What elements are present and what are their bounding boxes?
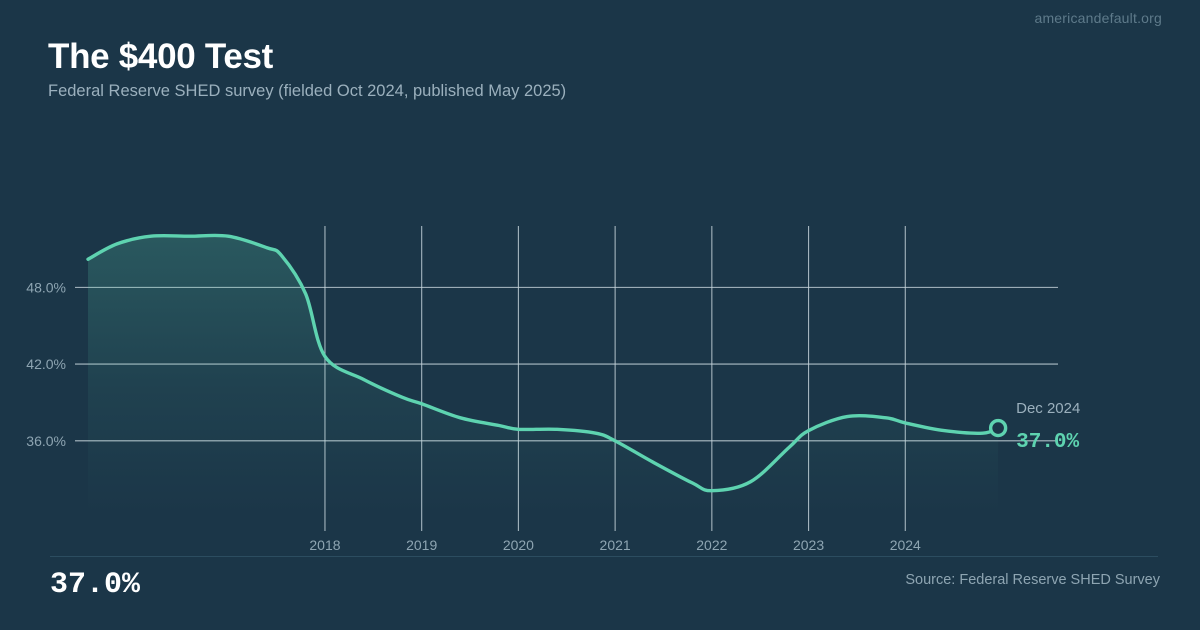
footer-headline-value: 37.0% bbox=[50, 568, 141, 602]
series-line bbox=[86, 233, 1000, 493]
x-axis-labels: 2018 2019 2020 2021 2022 2023 2024 bbox=[309, 537, 921, 553]
endpoint-date-label: Dec 2024 bbox=[1016, 400, 1080, 417]
endpoint-marker[interactable] bbox=[988, 418, 1008, 438]
y-axis-tick-label: 42.0% bbox=[26, 356, 66, 372]
x-axis-tick-label: 2018 bbox=[309, 537, 340, 553]
page-subtitle: Federal Reserve SHED survey (fielded Oct… bbox=[48, 81, 567, 100]
chart-header: The $400 Test Federal Reserve SHED surve… bbox=[48, 38, 688, 102]
x-axis-tick-label: 2022 bbox=[696, 537, 727, 553]
x-axis-tick-label: 2021 bbox=[600, 537, 631, 553]
y-axis-tick-label: 36.0% bbox=[26, 433, 66, 449]
x-axis-tick-label: 2024 bbox=[890, 537, 921, 553]
x-axis-tick-label: 2020 bbox=[503, 537, 534, 553]
endpoint-value-label: 37.0% bbox=[1016, 431, 1079, 454]
page-title: The $400 Test bbox=[48, 37, 274, 76]
site-watermark: americandefault.org bbox=[1034, 10, 1162, 26]
y-axis-tick-label: 48.0% bbox=[26, 279, 66, 295]
source-credit: Source: Federal Reserve SHED Survey bbox=[905, 572, 1160, 588]
x-axis-tick-label: 2019 bbox=[406, 537, 437, 553]
x-axis-tick-label: 2023 bbox=[793, 537, 824, 553]
series-area-fill bbox=[88, 235, 999, 516]
footer-divider bbox=[50, 556, 1158, 557]
y-axis-labels: 48.0% 42.0% 36.0% bbox=[26, 279, 66, 448]
